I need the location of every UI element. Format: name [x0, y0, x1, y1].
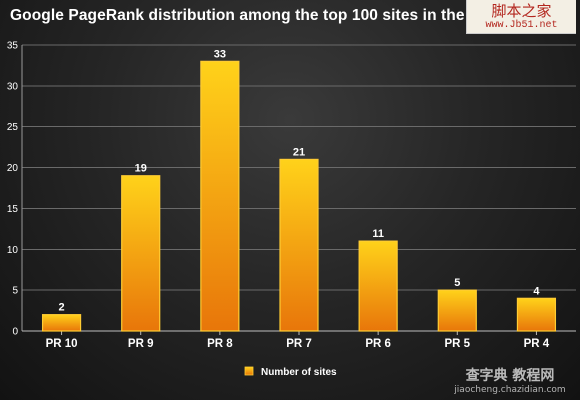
- watermark-top-cn: 脚本之家: [491, 2, 552, 20]
- y-tick-label: 20: [7, 163, 19, 174]
- bar: [121, 175, 161, 332]
- bar: [437, 289, 477, 332]
- x-tick-label: PR 8: [207, 338, 233, 350]
- y-tick-label: 35: [7, 41, 19, 52]
- watermark-bottom: 查字典 教程网 jiaocheng.chazidian.com: [444, 368, 576, 398]
- bar: [279, 158, 319, 332]
- bars: [41, 60, 557, 332]
- y-tick-label: 5: [12, 286, 18, 297]
- y-tick-label: 25: [7, 122, 19, 133]
- watermark-top-url: www.Jb51.net: [485, 20, 558, 31]
- legend: Number of sites: [244, 366, 337, 378]
- x-tick-label: PR 7: [286, 338, 312, 350]
- watermark-top: 脚本之家 www.Jb51.net: [466, 0, 576, 34]
- x-tick-label: PR 10: [46, 338, 78, 350]
- data-label: 4: [533, 285, 540, 297]
- bar: [41, 314, 82, 332]
- legend-label: Number of sites: [261, 367, 337, 378]
- x-tick-label: PR 9: [128, 338, 154, 350]
- y-tick-label: 10: [7, 245, 19, 256]
- watermark-bottom-url: jiaocheng.chazidian.com: [454, 385, 566, 395]
- data-label: 33: [214, 48, 226, 60]
- x-tick-label: PR 4: [524, 338, 550, 350]
- data-label: 2: [59, 302, 65, 314]
- bar: [516, 297, 557, 332]
- y-tick-label: 30: [7, 81, 19, 92]
- y-tick-label: 0: [12, 327, 18, 338]
- data-label: 5: [454, 277, 460, 289]
- data-label: 21: [293, 146, 305, 158]
- labels: 0 5 10 15 20 25 30 35 2 PR 10 19 PR 9 33 PR 8 21 PR 7 11…: [7, 41, 550, 351]
- data-label: 11: [372, 228, 384, 240]
- x-tick-label: PR 6: [365, 338, 391, 350]
- y-tick-label: 15: [7, 204, 19, 215]
- bar: [200, 60, 240, 332]
- x-tick-label: PR 5: [444, 338, 470, 350]
- chart-title: Google PageRank distribution among the t…: [10, 7, 491, 24]
- data-label: 19: [135, 163, 147, 175]
- legend-swatch: [244, 366, 254, 376]
- watermark-bottom-cn: 查字典 教程网: [465, 368, 555, 384]
- bar: [358, 240, 398, 332]
